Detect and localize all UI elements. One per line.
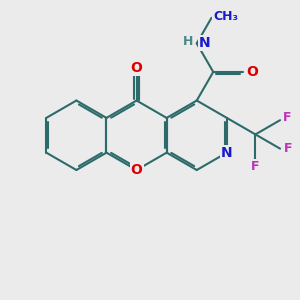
Text: O: O (130, 61, 142, 74)
Text: H: H (183, 34, 193, 47)
Text: CH₃: CH₃ (213, 10, 238, 23)
Text: N: N (199, 36, 211, 50)
Text: F: F (251, 160, 260, 173)
Text: N: N (221, 146, 232, 160)
Text: O: O (130, 163, 142, 177)
Text: F: F (283, 111, 291, 124)
Text: O: O (246, 65, 258, 79)
Text: F: F (284, 142, 292, 155)
